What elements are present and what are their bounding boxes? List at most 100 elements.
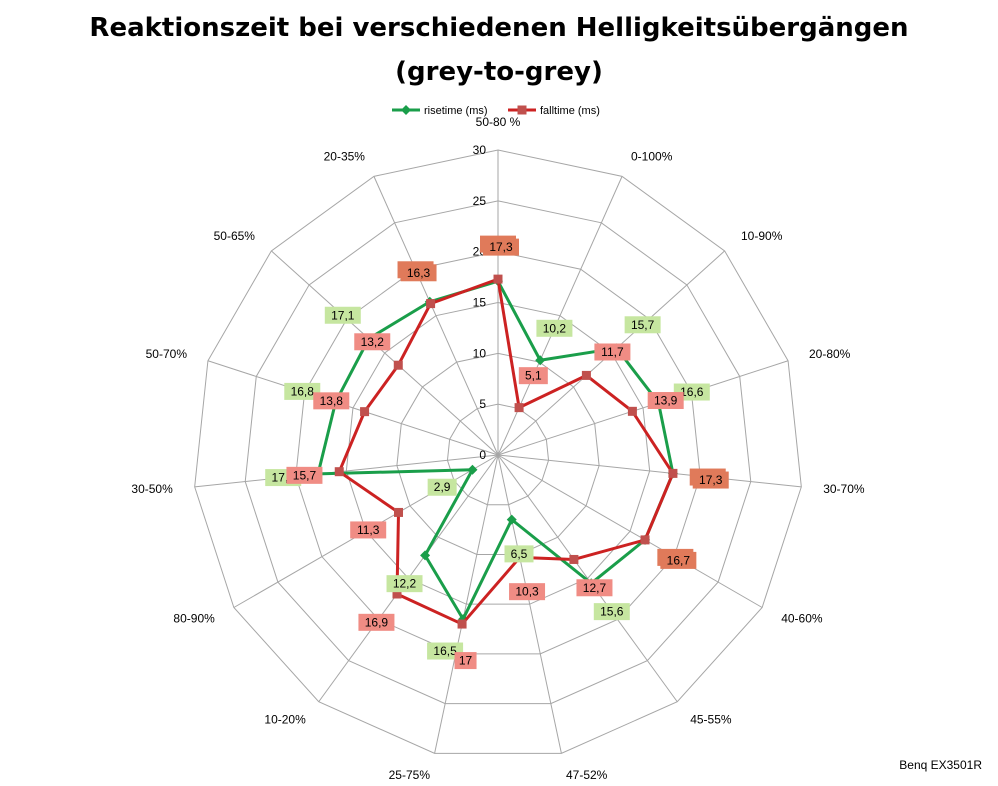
data-label-falltime: 11,7 [594,343,631,361]
data-label-falltime: 16,7 [660,551,697,569]
data-label-risetime: 12,2 [386,575,423,593]
svg-text:13,9: 13,9 [654,394,678,408]
svg-text:16,6: 16,6 [680,385,704,399]
falltime-point [393,360,403,370]
axis-spoke [497,454,763,608]
radial-tick-label: 5 [479,397,486,411]
category-label: 30-70% [823,482,865,496]
category-label: 45-55% [690,713,732,727]
data-label-falltime: 12,7 [576,579,613,597]
category-label: 40-60% [781,612,823,626]
legend-entry-risetime: risetime (ms) [392,105,488,117]
falltime-point [493,274,503,284]
data-label-risetime: 15,6 [593,603,630,621]
svg-text:12,2: 12,2 [393,577,417,591]
svg-text:10,3: 10,3 [515,585,539,599]
risetime-point [467,464,478,475]
falltime-point [334,467,344,477]
data-label-risetime: 16,5 [427,642,464,660]
falltime-point [392,589,402,599]
radial-tick-label: 0 [479,448,486,462]
grid-ring-10 [396,352,600,555]
svg-text:12,7: 12,7 [583,581,607,595]
axis-spoke [434,454,499,754]
svg-text:5,1: 5,1 [525,369,542,383]
data-label-risetime: 17,1 [324,306,361,324]
svg-text:16,3: 16,3 [407,266,431,280]
svg-text:15,7: 15,7 [631,318,655,332]
data-label-falltime: 16,9 [358,613,395,631]
risetime-point [420,550,431,561]
axis-spoke [194,454,499,488]
grid-ring-20 [295,251,701,655]
axis-spoke [497,360,789,456]
chart-title: Reaktionszeit bei verschiedenen Helligke… [89,13,909,43]
data-label-risetime: 2,9 [427,478,457,496]
data-label-falltime: 10,3 [509,583,546,601]
axis-spoke [271,250,499,456]
radar-axes [194,150,802,754]
category-labels: 50-80 % 0-100% 10-90% 20-80% 30-70% 40-60% 45-… [131,115,864,782]
grid-ring-30 [194,149,802,754]
grid-ring-5 [446,403,550,506]
falltime-point [627,406,637,416]
axis-spoke [207,360,499,456]
svg-text:11,7: 11,7 [601,345,624,359]
radial-tick-label: 10 [473,346,487,360]
category-label: 10-90% [741,229,783,243]
grid-ring-25 [244,200,752,705]
falltime-point [569,554,579,564]
data-labels: 17,117,310,25,115,711,716,613,917,317,31… [265,235,729,670]
svg-text:15,6: 15,6 [600,605,624,619]
category-label: 25-75% [389,768,431,782]
legend: risetime (ms) falltime (ms) [392,105,600,117]
svg-text:6,5: 6,5 [511,547,528,561]
falltime-point [426,299,436,309]
device-label: Benq EX3501R [899,758,982,772]
falltime-point [581,370,591,380]
data-label-falltime: 5,1 [518,367,548,385]
data-label-falltime: 13,8 [313,392,350,410]
data-label-falltime: 13,2 [354,333,391,351]
category-label: 50-65% [214,229,256,243]
falltime-line [337,277,675,626]
falltime-point [457,619,467,629]
svg-text:17: 17 [459,654,473,668]
falltime-point [668,468,678,478]
data-label-risetime: 16,8 [284,382,321,400]
svg-text:falltime (ms): falltime (ms) [540,105,600,117]
falltime-point [394,507,404,517]
data-label-risetime: 15,7 [624,316,661,334]
svg-text:16,5: 16,5 [433,644,457,658]
svg-text:17,3: 17,3 [489,240,513,254]
legend-entry-falltime: falltime (ms) [508,105,600,117]
falltime-point [640,535,650,545]
radial-tick-label: 15 [473,296,487,310]
data-label-falltime: 13,9 [647,392,684,410]
grid-ring-15 [345,301,651,605]
data-label-falltime: 15,7 [286,466,323,484]
risetime-point [506,514,517,525]
falltime-point [514,403,524,413]
category-label: 20-80% [809,347,851,361]
axis-spoke [497,454,802,488]
category-label: 20-35% [324,149,366,163]
svg-text:13,2: 13,2 [361,335,385,349]
radar-grid [194,149,802,754]
axis-spoke [373,176,499,456]
risetime-point [535,355,546,366]
axis-spoke [497,454,678,703]
svg-text:10,2: 10,2 [543,321,567,335]
svg-text:15,7: 15,7 [293,468,317,482]
data-label-risetime: 10,2 [536,319,573,337]
radial-tick-label: 25 [473,194,487,208]
svg-text:11,3: 11,3 [357,523,380,537]
svg-text:13,8: 13,8 [320,394,344,408]
risetime-line [316,279,675,621]
radial-tick-label: 30 [473,143,487,157]
category-label: 10-20% [264,713,306,727]
category-label: 80-90% [173,612,215,626]
